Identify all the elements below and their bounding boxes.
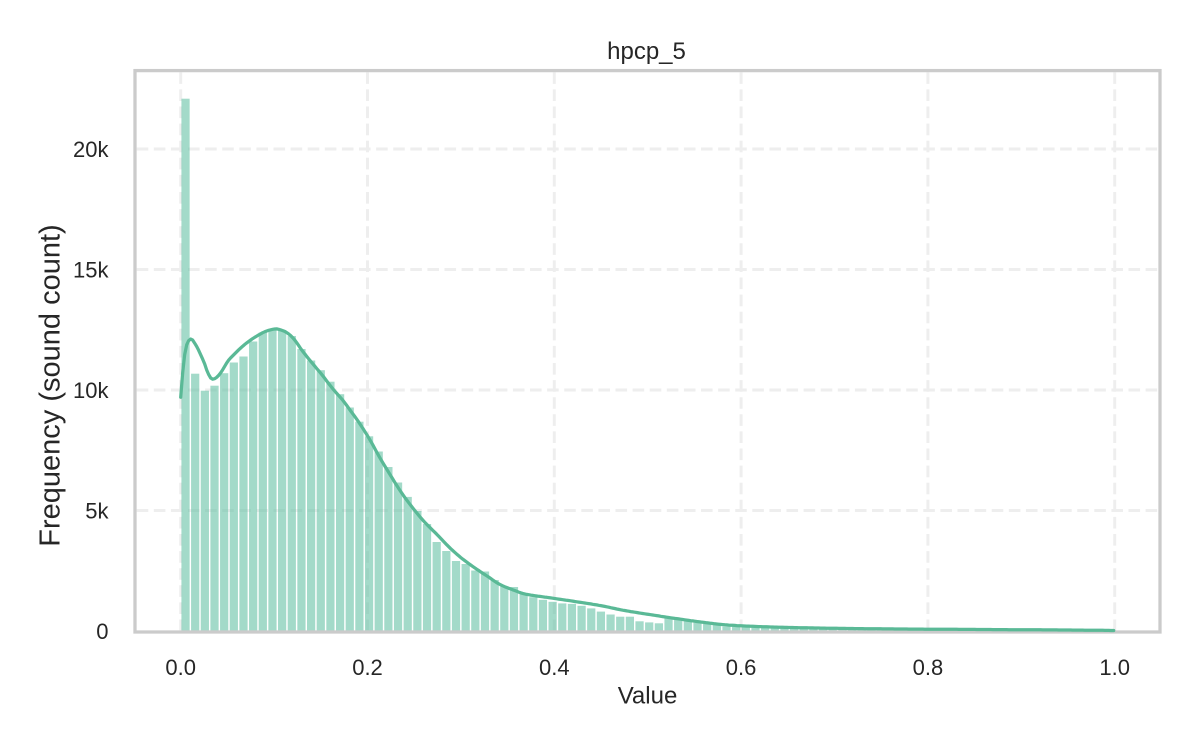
- svg-text:0.2: 0.2: [352, 655, 383, 680]
- svg-text:Frequency (sound count): Frequency (sound count): [35, 224, 67, 546]
- svg-text:0.0: 0.0: [165, 655, 196, 680]
- svg-text:Value: Value: [618, 683, 678, 710]
- svg-text:1.0: 1.0: [1099, 655, 1130, 680]
- svg-text:15k: 15k: [73, 258, 109, 283]
- svg-text:0.8: 0.8: [913, 655, 944, 680]
- svg-text:hpcp_5: hpcp_5: [607, 38, 686, 65]
- svg-text:0.6: 0.6: [726, 655, 757, 680]
- svg-text:0: 0: [96, 619, 108, 644]
- svg-text:20k: 20k: [73, 137, 109, 162]
- svg-text:5k: 5k: [85, 499, 109, 524]
- svg-text:10k: 10k: [73, 378, 109, 403]
- svg-text:0.4: 0.4: [539, 655, 570, 680]
